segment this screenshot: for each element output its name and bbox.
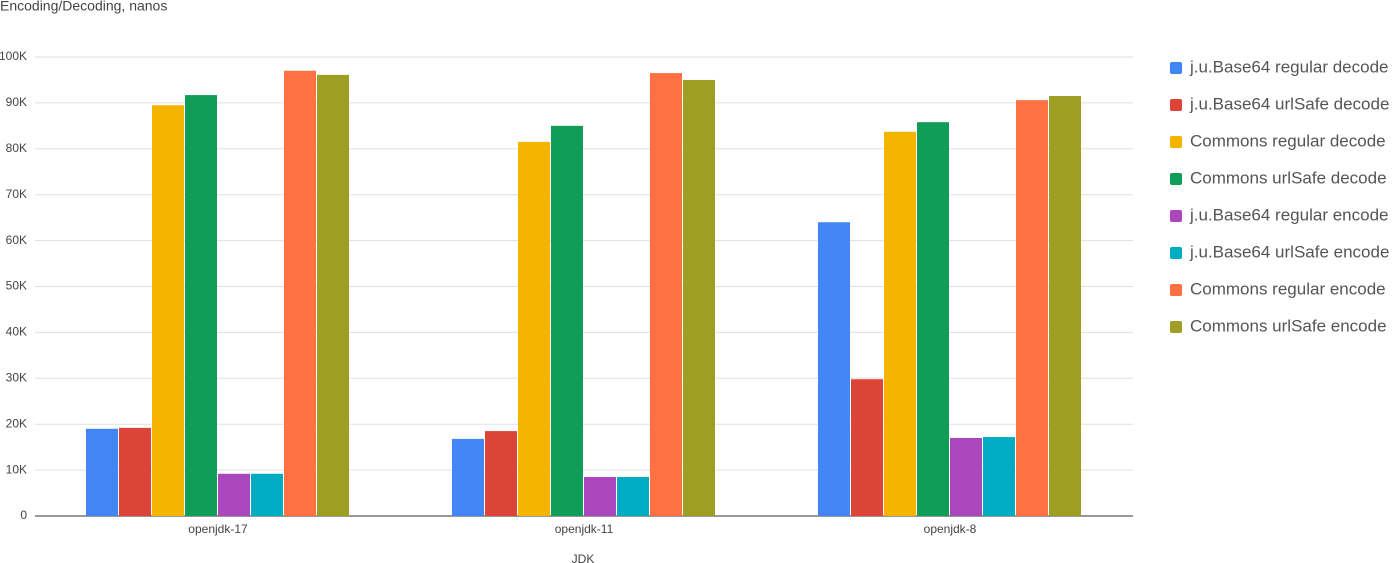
legend-swatch — [1170, 247, 1182, 259]
bar — [983, 437, 1015, 516]
bar — [218, 473, 250, 516]
bar — [518, 141, 550, 517]
bar — [485, 431, 517, 516]
legend-label: j.u.Base64 regular decode — [1189, 57, 1388, 76]
legend-label: j.u.Base64 regular encode — [1189, 205, 1388, 224]
legend-swatch — [1170, 99, 1182, 111]
bar — [683, 79, 715, 516]
y-tick-label: 60K — [6, 233, 27, 247]
bar — [317, 74, 349, 516]
y-tick-label: 20K — [6, 416, 27, 430]
bar — [86, 428, 118, 516]
legend-label: j.u.Base64 urlSafe encode — [1189, 242, 1389, 261]
legend-label: Commons urlSafe decode — [1190, 168, 1387, 187]
x-tick-label: openjdk-8 — [924, 522, 977, 536]
bar — [950, 437, 982, 516]
x-axis-label: JDK — [572, 552, 595, 563]
bar — [452, 438, 484, 516]
bar — [884, 131, 916, 516]
bar — [650, 73, 682, 516]
bar — [851, 379, 883, 516]
y-tick-label: 10K — [6, 462, 27, 476]
y-tick-label: 70K — [6, 187, 27, 201]
bar — [1049, 96, 1081, 516]
legend-label: Commons urlSafe encode — [1190, 316, 1387, 335]
y-tick-label: 80K — [6, 141, 27, 155]
legend-swatch — [1170, 173, 1182, 185]
bar — [551, 125, 583, 516]
bar — [818, 222, 850, 517]
legend-label: Commons regular encode — [1190, 279, 1386, 298]
y-tick-label: 0 — [20, 508, 27, 522]
legend-label: j.u.Base64 urlSafe decode — [1189, 94, 1389, 113]
legend-swatch — [1170, 210, 1182, 222]
y-tick-label: 100K — [0, 49, 27, 63]
y-tick-label: 90K — [6, 95, 27, 109]
legend-swatch — [1170, 284, 1182, 296]
bar — [917, 122, 949, 516]
bar — [119, 427, 151, 516]
legend-swatch — [1170, 62, 1182, 74]
bar — [185, 95, 217, 517]
x-tick-label: openjdk-11 — [555, 522, 614, 536]
bar — [617, 476, 649, 516]
y-tick-label: 40K — [6, 325, 27, 339]
bar — [152, 105, 184, 516]
bar — [284, 70, 316, 517]
legend-label: Commons regular decode — [1190, 131, 1386, 150]
y-tick-label: 50K — [6, 279, 27, 293]
x-tick-label: openjdk-17 — [188, 522, 248, 536]
y-tick-label: 30K — [6, 370, 27, 384]
bar — [1016, 100, 1048, 517]
legend-swatch — [1170, 136, 1182, 148]
chart-title: Encoding/Decoding, nanos — [0, 0, 167, 14]
bar — [251, 473, 283, 516]
bar — [584, 476, 616, 516]
legend-swatch — [1170, 321, 1182, 333]
